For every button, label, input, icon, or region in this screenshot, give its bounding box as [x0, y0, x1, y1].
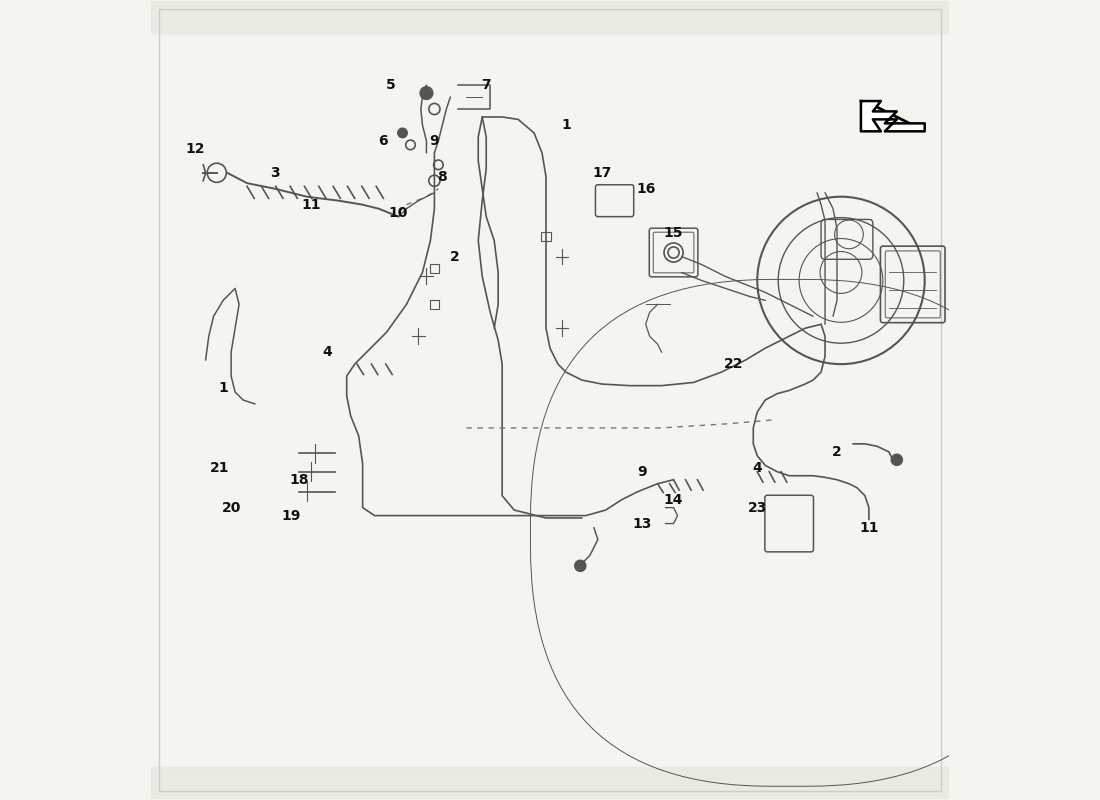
Text: 1: 1: [561, 118, 571, 132]
Polygon shape: [861, 101, 925, 131]
Bar: [430, 299, 439, 309]
Text: 20: 20: [221, 501, 241, 514]
Bar: [152, 2, 948, 34]
Bar: [152, 766, 948, 798]
Text: 17: 17: [592, 166, 612, 180]
Text: 6: 6: [377, 134, 387, 148]
Text: 19: 19: [282, 509, 300, 522]
Circle shape: [420, 86, 432, 99]
Text: 21: 21: [209, 461, 229, 474]
Circle shape: [891, 454, 902, 466]
Text: 7: 7: [482, 78, 491, 92]
Text: 8: 8: [438, 170, 448, 184]
Bar: [430, 264, 439, 274]
Text: 10: 10: [388, 206, 408, 220]
Text: 1: 1: [218, 381, 228, 395]
Circle shape: [574, 560, 586, 571]
Bar: [541, 232, 551, 242]
Text: 16: 16: [636, 182, 656, 196]
Text: 18: 18: [289, 473, 309, 486]
Text: 3: 3: [271, 166, 279, 180]
Text: 13: 13: [632, 517, 651, 530]
Text: 2: 2: [450, 250, 459, 263]
Text: 22: 22: [724, 357, 744, 371]
Text: 12: 12: [186, 142, 205, 156]
Text: 4: 4: [752, 461, 762, 474]
Text: 14: 14: [663, 493, 683, 506]
Text: 9: 9: [430, 134, 439, 148]
Circle shape: [398, 128, 407, 138]
Text: 4: 4: [322, 345, 332, 359]
Text: 11: 11: [859, 521, 879, 534]
Text: 9: 9: [637, 465, 647, 478]
Text: 15: 15: [663, 226, 683, 239]
Text: 2: 2: [832, 445, 842, 459]
Text: 11: 11: [301, 198, 320, 212]
Text: 5: 5: [386, 78, 395, 92]
Text: 23: 23: [748, 501, 767, 514]
